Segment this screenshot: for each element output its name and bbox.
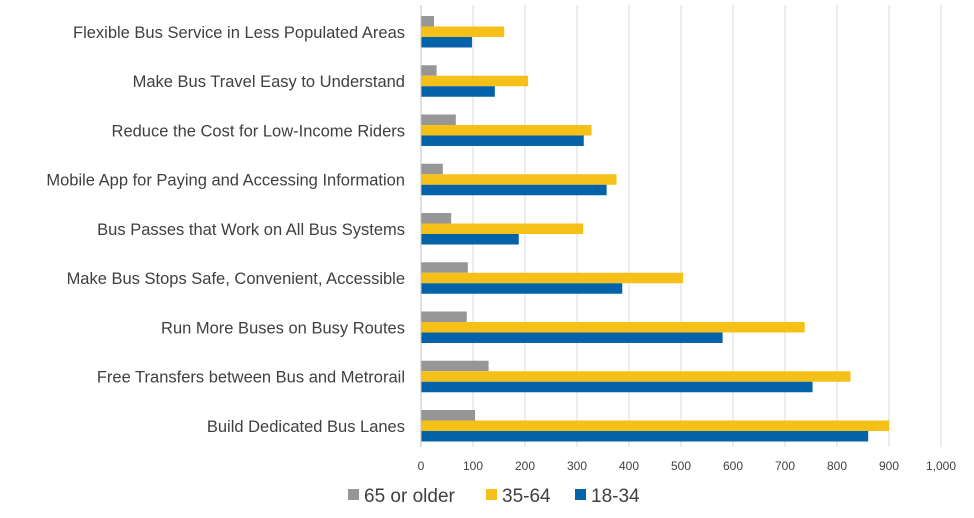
- tick-labels: 0 100 200 300 400 500 600 700 800 900 1,000: [418, 459, 957, 473]
- legend-label: 65 or older: [364, 486, 456, 507]
- x-tick-label: 800: [827, 459, 847, 473]
- bar-18-34: [421, 86, 495, 97]
- x-tick-label: 100: [463, 459, 483, 473]
- bar-65-or-older: [421, 65, 437, 76]
- bar-35-64: [421, 420, 889, 431]
- bar-35-64: [421, 26, 505, 37]
- category-label: Flexible Bus Service in Less Populated A…: [73, 24, 405, 42]
- bar-18-34: [421, 37, 472, 48]
- x-tick-label: 900: [879, 459, 899, 473]
- category-label: Reduce the Cost for Low-Income Riders: [112, 122, 405, 140]
- bar-65-or-older: [421, 213, 452, 224]
- bar-35-64: [421, 174, 617, 185]
- bar-35-64: [421, 371, 851, 382]
- x-tick-label: 0: [418, 459, 425, 473]
- legend-label: 18-34: [591, 486, 640, 507]
- x-tick-label: 600: [723, 459, 743, 473]
- bar-35-64: [421, 125, 592, 136]
- bar-35-64: [421, 223, 584, 234]
- category-label: Free Transfers between Bus and Metrorail: [97, 369, 405, 387]
- bar-35-64: [421, 322, 805, 333]
- x-tick-label: 300: [567, 459, 587, 473]
- bar-18-34: [421, 332, 723, 343]
- bar-18-34: [421, 234, 519, 245]
- bar-65-or-older: [421, 114, 456, 125]
- bar-65-or-older: [421, 311, 467, 322]
- legend-swatch: [348, 489, 359, 500]
- bar-65-or-older: [421, 360, 489, 372]
- legend-swatch: [486, 489, 497, 500]
- category-label: Make Bus Stops Safe, Convenient, Accessi…: [67, 270, 405, 288]
- category-label: Make Bus Travel Easy to Understand: [133, 73, 405, 91]
- bar-35-64: [421, 272, 684, 284]
- bar-18-34: [421, 381, 813, 393]
- category-label: Run More Buses on Busy Routes: [161, 319, 405, 337]
- category-label: Bus Passes that Work on All Bus Systems: [97, 221, 405, 239]
- bar-65-or-older: [421, 16, 434, 27]
- bar-18-34: [421, 431, 869, 442]
- x-tick-label: 400: [619, 459, 639, 473]
- bar-65-or-older: [421, 262, 468, 273]
- bar-65-or-older: [421, 163, 443, 175]
- x-tick-label: 700: [775, 459, 795, 473]
- x-tick-label: 500: [671, 459, 691, 473]
- legend-swatch: [575, 489, 586, 500]
- x-tick-label: 1,000: [926, 459, 956, 473]
- x-tick-label: 200: [515, 459, 535, 473]
- bar-65-or-older: [421, 410, 476, 421]
- category-label: Mobile App for Paying and Accessing Info…: [46, 172, 405, 190]
- bars: [421, 16, 889, 442]
- legend: 65 or older 35-64 18-34: [348, 486, 640, 507]
- category-label: Build Dedicated Bus Lanes: [207, 418, 405, 436]
- legend-label: 35-64: [502, 486, 551, 507]
- bar-18-34: [421, 135, 584, 146]
- bar-18-34: [421, 283, 623, 294]
- bar-18-34: [421, 184, 607, 196]
- category-labels: Flexible Bus Service in Less Populated A…: [46, 24, 405, 436]
- bar-35-64: [421, 75, 529, 87]
